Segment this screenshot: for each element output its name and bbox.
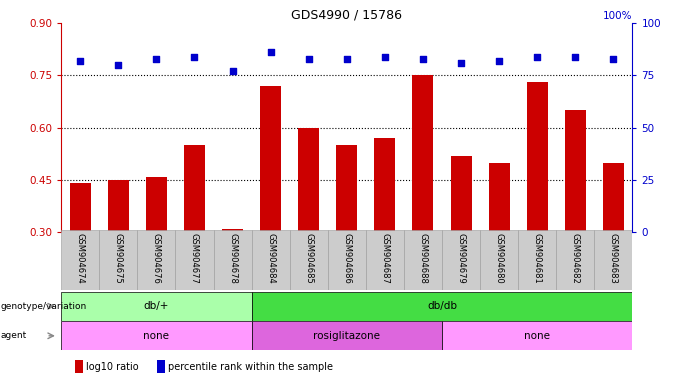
Bar <box>252 292 632 321</box>
Text: GSM904680: GSM904680 <box>494 233 504 284</box>
Text: GSM904682: GSM904682 <box>571 233 580 284</box>
Text: genotype/variation: genotype/variation <box>1 302 87 311</box>
Point <box>456 60 466 66</box>
Bar <box>99 230 137 290</box>
Bar <box>184 145 205 232</box>
Text: GSM904677: GSM904677 <box>190 233 199 284</box>
Bar <box>442 321 632 350</box>
Bar <box>260 86 281 232</box>
Text: GSM904683: GSM904683 <box>609 233 618 284</box>
Text: GSM904688: GSM904688 <box>418 233 428 284</box>
Point <box>494 58 505 64</box>
Bar <box>489 162 509 232</box>
Bar <box>252 230 290 290</box>
Bar <box>290 230 328 290</box>
Bar <box>61 321 252 350</box>
Text: log10 ratio: log10 ratio <box>86 362 139 372</box>
Bar <box>175 230 214 290</box>
Bar <box>299 127 319 232</box>
Text: GSM904687: GSM904687 <box>380 233 390 284</box>
Text: rosiglitazone: rosiglitazone <box>313 331 380 341</box>
Bar <box>61 292 252 321</box>
Text: GSM904686: GSM904686 <box>342 233 352 284</box>
Bar <box>451 156 471 232</box>
Point <box>75 58 86 64</box>
Bar <box>442 230 480 290</box>
Text: none: none <box>524 331 550 341</box>
Point <box>379 53 390 60</box>
Bar <box>603 162 624 232</box>
Bar <box>556 230 594 290</box>
Point <box>189 53 200 60</box>
Bar <box>366 230 404 290</box>
Bar <box>404 230 442 290</box>
Point <box>265 49 276 55</box>
Bar <box>108 180 129 232</box>
Bar <box>565 110 585 232</box>
Bar <box>137 230 175 290</box>
Text: GSM904681: GSM904681 <box>532 233 542 284</box>
Bar <box>222 229 243 232</box>
Text: agent: agent <box>1 331 27 340</box>
Bar <box>61 230 99 290</box>
Bar <box>328 230 366 290</box>
Text: db/+: db/+ <box>143 301 169 311</box>
Title: GDS4990 / 15786: GDS4990 / 15786 <box>291 9 403 22</box>
Text: GSM904675: GSM904675 <box>114 233 123 284</box>
Point <box>570 53 581 60</box>
Bar <box>70 184 90 232</box>
Bar <box>146 177 167 232</box>
Point <box>113 62 124 68</box>
Point <box>151 56 162 62</box>
Bar <box>413 75 433 232</box>
Text: GSM904674: GSM904674 <box>75 233 85 284</box>
Text: GSM904676: GSM904676 <box>152 233 161 284</box>
Text: GSM904679: GSM904679 <box>456 233 466 284</box>
Text: GSM904684: GSM904684 <box>266 233 275 284</box>
Bar <box>337 145 357 232</box>
Bar <box>594 230 632 290</box>
Point <box>303 56 314 62</box>
Text: 100%: 100% <box>603 11 632 21</box>
Bar <box>75 360 83 373</box>
Point <box>532 53 543 60</box>
Bar <box>214 230 252 290</box>
Point <box>341 56 352 62</box>
Text: GSM904685: GSM904685 <box>304 233 313 284</box>
Bar <box>480 230 518 290</box>
Bar <box>157 360 165 373</box>
Text: percentile rank within the sample: percentile rank within the sample <box>169 362 333 372</box>
Bar <box>527 82 547 232</box>
Text: GSM904678: GSM904678 <box>228 233 237 284</box>
Point <box>418 56 428 62</box>
Point <box>608 56 619 62</box>
Bar <box>518 230 556 290</box>
Point <box>227 68 238 74</box>
Bar <box>375 138 395 232</box>
Text: db/db: db/db <box>427 301 457 311</box>
Text: none: none <box>143 331 169 341</box>
Bar <box>252 321 442 350</box>
